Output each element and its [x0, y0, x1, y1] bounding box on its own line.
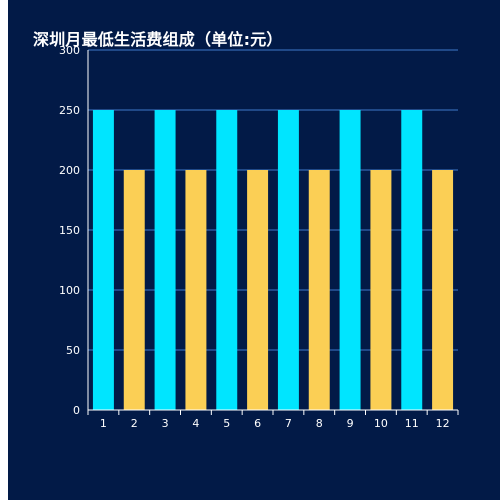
y-tick-label-200: 200 [59, 164, 80, 177]
x-tick-label-9: 9 [347, 417, 354, 430]
gridlines [88, 49, 458, 351]
x-tick-label-8: 8 [316, 417, 323, 430]
bars [92, 110, 454, 410]
y-tick-label-100: 100 [59, 284, 80, 297]
bar-3 [154, 110, 176, 410]
chart-title: 深圳月最低生活费组成（单位:元） [33, 30, 283, 49]
y-tick-label-50: 50 [66, 344, 80, 357]
x-tick-label-4: 4 [192, 417, 199, 430]
bar-4 [185, 170, 207, 410]
x-tick-label-1: 1 [100, 417, 107, 430]
x-tick-label-10: 10 [374, 417, 388, 430]
bar-12 [432, 170, 454, 410]
bar-6 [247, 170, 269, 410]
x-tick-label-2: 2 [131, 417, 138, 430]
bar-8 [308, 170, 330, 410]
bar-2 [123, 170, 145, 410]
y-tick-label-150: 150 [59, 224, 80, 237]
bar-11 [401, 110, 423, 410]
x-tick-label-3: 3 [162, 417, 169, 430]
bar-9 [339, 110, 361, 410]
y-tick-label-300: 300 [59, 44, 80, 57]
y-tick-label-0: 0 [73, 404, 80, 417]
y-tick-label-250: 250 [59, 104, 80, 117]
x-tick-label-11: 11 [405, 417, 419, 430]
axes [87, 50, 459, 415]
x-tick-label-12: 12 [436, 417, 450, 430]
bar-1 [92, 110, 114, 410]
bar-10 [370, 170, 392, 410]
bar-5 [216, 110, 238, 410]
x-tick-label-5: 5 [223, 417, 230, 430]
x-tick-label-7: 7 [285, 417, 292, 430]
chart-panel: 0 50 100 150 200 250 300 1 2 3 4 5 6 7 8 9 10 11 12 深圳月最低生… [8, 0, 500, 500]
bar-7 [277, 110, 299, 410]
x-tick-label-6: 6 [254, 417, 261, 430]
